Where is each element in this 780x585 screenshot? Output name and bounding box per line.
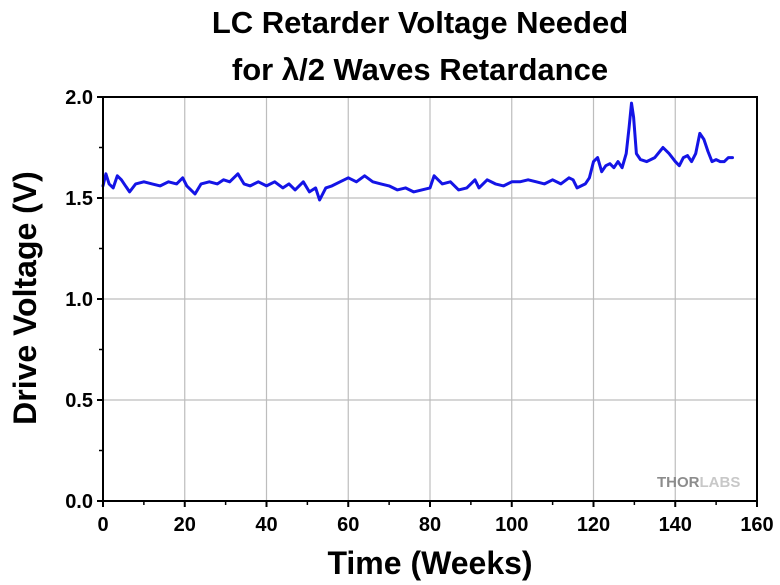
y-tick-label: 2.0 xyxy=(65,87,93,109)
x-tick-label: 0 xyxy=(97,514,108,536)
x-tick-label: 60 xyxy=(337,514,359,536)
y-tick-label: 0.0 xyxy=(65,491,93,513)
series-line xyxy=(101,101,734,202)
x-tick-label: 100 xyxy=(495,514,528,536)
x-tick-label: 80 xyxy=(419,514,441,536)
chart-title-line-1: LC Retarder Voltage Needed xyxy=(212,5,628,40)
x-tick-label: 140 xyxy=(659,514,692,536)
x-tick-labels: 0 20 40 60 80 100 120 140 160 xyxy=(97,514,773,536)
y-tick-label: 1.0 xyxy=(65,289,93,311)
chart-title-line-2: for λ/2 Waves Retardance xyxy=(232,52,608,87)
watermark-part-1: THOR xyxy=(657,474,700,491)
y-tick-label: 1.5 xyxy=(65,188,93,210)
x-axis-label: Time (Weeks) xyxy=(327,545,532,581)
y-tick-labels: 0.0 0.5 1.0 1.5 2.0 xyxy=(65,87,93,513)
minor-ticks xyxy=(97,96,758,507)
watermark-text: THORLABS xyxy=(657,474,740,491)
y-axis-label: Drive Voltage (V) xyxy=(7,171,43,425)
x-tick-label: 20 xyxy=(174,514,196,536)
x-tick-label: 40 xyxy=(255,514,277,536)
watermark-part-2: LABS xyxy=(700,474,741,491)
x-tick-label: 120 xyxy=(577,514,610,536)
y-tick-label: 0.5 xyxy=(65,390,93,412)
plot-frame xyxy=(102,96,758,502)
x-tick-label: 160 xyxy=(740,514,773,536)
chart-title: LC Retarder Voltage Needed for λ/2 Waves… xyxy=(212,5,628,87)
gridlines xyxy=(103,97,757,501)
thorlabs-logo: THORLABS xyxy=(657,474,740,491)
